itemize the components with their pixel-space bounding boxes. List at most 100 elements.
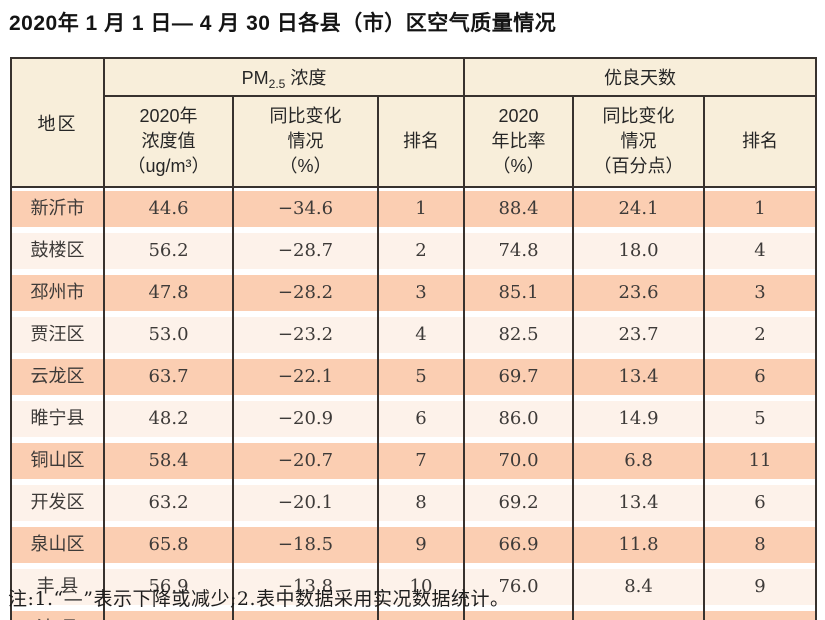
good-ratio-cell: 86.0 bbox=[463, 398, 574, 440]
pm-rank-cell: 5 bbox=[376, 356, 465, 398]
region-cell: 泉山区 bbox=[10, 524, 104, 566]
good-change-header-line1: 同比变化 bbox=[602, 106, 675, 127]
pm-change-cell: −1.7 bbox=[232, 608, 378, 620]
pm-rank-cell: 8 bbox=[376, 482, 465, 524]
column-group-good-days: 优良天数 bbox=[463, 58, 817, 97]
good-change-cell: 8.4 bbox=[572, 566, 705, 608]
good-rank-cell: 6 bbox=[703, 356, 817, 398]
column-header-pm-rank: 排名 bbox=[376, 96, 465, 188]
region-cell: 铜山区 bbox=[10, 440, 104, 482]
region-cell: 丰 县 bbox=[10, 566, 104, 608]
good-rank-cell: 3 bbox=[703, 272, 817, 314]
table-header: 地区 PM2.5 浓度 优良天数 2020年 浓度值 （ug/m³） 同比变化 … bbox=[10, 58, 817, 188]
pm-value-cell: 56.9 bbox=[103, 566, 233, 608]
table-row: 铜山区 58.4 −20.7 7 70.0 6.8 11 bbox=[10, 440, 817, 482]
region-cell: 贾汪区 bbox=[10, 314, 104, 356]
pm-change-cell: −28.2 bbox=[232, 272, 378, 314]
good-change-header-line3: （百分点） bbox=[593, 155, 684, 176]
good-change-cell: 24.1 bbox=[572, 187, 705, 230]
air-quality-table: 地区 PM2.5 浓度 优良天数 2020年 浓度值 （ug/m³） 同比变化 … bbox=[10, 57, 818, 620]
table-row: 开发区 63.2 −20.1 8 69.2 13.4 6 bbox=[10, 482, 817, 524]
pm-change-header-line1: 同比变化 bbox=[269, 106, 342, 127]
pm-change-cell: −13.8 bbox=[232, 566, 378, 608]
good-rank-cell: 9 bbox=[703, 566, 817, 608]
good-rank-cell: 11 bbox=[703, 440, 817, 482]
pm-value-cell: 48.2 bbox=[103, 398, 233, 440]
good-ratio-cell: 82.5 bbox=[463, 314, 574, 356]
good-rank-cell: 5 bbox=[703, 398, 817, 440]
pm-rank-cell: 1 bbox=[376, 187, 465, 230]
pm-rank-cell: 2 bbox=[376, 230, 465, 272]
good-ratio-cell: 85.1 bbox=[463, 272, 574, 314]
pm-rank-cell: 11 bbox=[376, 608, 465, 620]
table-row: 云龙区 63.7 −22.1 5 69.7 13.4 6 bbox=[10, 356, 817, 398]
region-cell: 睢宁县 bbox=[10, 398, 104, 440]
good-ratio-cell: 72.5 bbox=[463, 608, 574, 620]
good-ratio-cell: 66.9 bbox=[463, 524, 574, 566]
pm-value-header-line3: （ug/m³） bbox=[127, 155, 210, 176]
column-header-pm-value: 2020年 浓度值 （ug/m³） bbox=[103, 96, 233, 188]
good-ratio-cell: 76.0 bbox=[463, 566, 574, 608]
good-rank-cell: 4 bbox=[703, 230, 817, 272]
region-cell: 沛 县 bbox=[10, 608, 104, 620]
table-row: 新沂市 44.6 −34.6 1 88.4 24.1 1 bbox=[10, 187, 817, 230]
good-change-cell: 8.0 bbox=[572, 608, 705, 620]
good-change-cell: 14.9 bbox=[572, 398, 705, 440]
table-row: 贾汪区 53.0 −23.2 4 82.5 23.7 2 bbox=[10, 314, 817, 356]
pm-change-cell: −23.2 bbox=[232, 314, 378, 356]
pm-value-header-line2: 浓度值 bbox=[141, 131, 196, 152]
good-rank-cell: 1 bbox=[703, 187, 817, 230]
good-change-cell: 6.8 bbox=[572, 440, 705, 482]
pm-value-cell: 44.6 bbox=[103, 187, 233, 230]
good-change-cell: 13.4 bbox=[572, 356, 705, 398]
good-ratio-header-line3: （%） bbox=[492, 155, 545, 176]
pm-change-header-line2: 情况 bbox=[287, 131, 324, 152]
table-body: 新沂市 44.6 −34.6 1 88.4 24.1 1 鼓楼区 56.2 −2… bbox=[10, 187, 817, 620]
pm-rank-cell: 4 bbox=[376, 314, 465, 356]
pm-rank-cell: 6 bbox=[376, 398, 465, 440]
column-group-pm25: PM2.5 浓度 bbox=[102, 58, 465, 97]
column-header-good-ratio: 2020 年比率 （%） bbox=[463, 96, 574, 188]
table-row: 泉山区 65.8 −18.5 9 66.9 11.8 8 bbox=[10, 524, 817, 566]
good-change-cell: 11.8 bbox=[572, 524, 705, 566]
pm-value-cell: 63.7 bbox=[103, 356, 233, 398]
good-ratio-cell: 69.7 bbox=[463, 356, 574, 398]
good-rank-cell: 10 bbox=[703, 608, 817, 620]
table-row: 鼓楼区 56.2 −28.7 2 74.8 18.0 4 bbox=[10, 230, 817, 272]
pm-change-cell: −18.5 bbox=[232, 524, 378, 566]
region-cell: 鼓楼区 bbox=[10, 230, 104, 272]
pm-value-cell: 47.8 bbox=[103, 272, 233, 314]
pm-change-header-line3: （%） bbox=[279, 155, 332, 176]
group-header-row: 地区 PM2.5 浓度 优良天数 bbox=[10, 58, 817, 188]
pm-rank-cell: 10 bbox=[376, 566, 465, 608]
pm-value-header-line1: 2020年 bbox=[139, 106, 198, 127]
pm-change-cell: −28.7 bbox=[232, 230, 378, 272]
good-rank-cell: 2 bbox=[703, 314, 817, 356]
pm-change-cell: −20.1 bbox=[232, 482, 378, 524]
pm25-label-prefix: PM bbox=[241, 67, 269, 88]
good-change-cell: 13.4 bbox=[572, 482, 705, 524]
pm-value-cell: 62.8 bbox=[103, 608, 233, 620]
pm-change-cell: −20.9 bbox=[232, 398, 378, 440]
pm-value-cell: 56.2 bbox=[103, 230, 233, 272]
good-rank-cell: 6 bbox=[703, 482, 817, 524]
pm-value-cell: 63.2 bbox=[103, 482, 233, 524]
good-ratio-header-line2: 年比率 bbox=[491, 131, 546, 152]
column-header-region: 地区 bbox=[10, 58, 104, 188]
pm-change-cell: −22.1 bbox=[232, 356, 378, 398]
page-title: 2020年 1 月 1 日— 4 月 30 日各县（市）区空气质量情况 bbox=[9, 12, 557, 35]
good-change-cell: 23.7 bbox=[572, 314, 705, 356]
table-row: 邳州市 47.8 −28.2 3 85.1 23.6 3 bbox=[10, 272, 817, 314]
column-header-good-rank: 排名 bbox=[703, 96, 817, 188]
table-row: 睢宁县 48.2 −20.9 6 86.0 14.9 5 bbox=[10, 398, 817, 440]
sub-header-row: 2020年 浓度值 （ug/m³） 同比变化 情况 （%） 排名 2020 年比… bbox=[11, 96, 817, 188]
pm-value-cell: 58.4 bbox=[103, 440, 233, 482]
table-row: 丰 县 56.9 −13.8 10 76.0 8.4 9 bbox=[10, 566, 817, 608]
pm-rank-cell: 3 bbox=[376, 272, 465, 314]
pm-rank-cell: 9 bbox=[376, 524, 465, 566]
good-ratio-header-line1: 2020 bbox=[498, 106, 539, 127]
pm-value-cell: 65.8 bbox=[103, 524, 233, 566]
good-ratio-cell: 88.4 bbox=[463, 187, 574, 230]
table-row: 沛 县 62.8 −1.7 11 72.5 8.0 10 bbox=[10, 608, 817, 620]
pm-rank-cell: 7 bbox=[376, 440, 465, 482]
